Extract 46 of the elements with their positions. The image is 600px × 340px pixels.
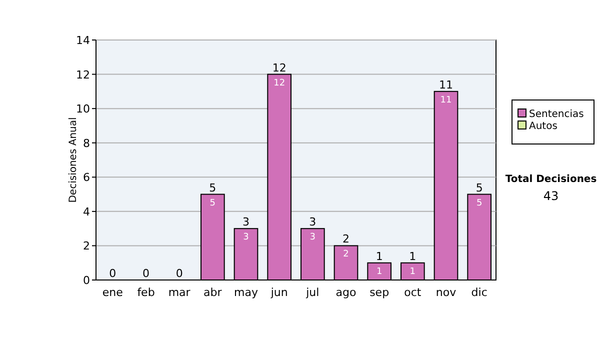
data-label: 5 [476,198,482,208]
y-tick-label: 2 [83,240,90,253]
x-tick-label: dic [471,286,488,299]
y-axis-title: Decisiones Anual [68,117,79,203]
x-tick-label: may [234,286,258,299]
data-label: 1 [376,266,382,277]
data-label: 3 [310,232,316,243]
data-label: 1 [410,266,416,277]
text: Total Decisiones [505,174,597,185]
y-tick-label: 4 [83,205,90,218]
data-label: 11 [440,95,452,106]
y-tick-label: 6 [83,171,90,184]
y-tick-label: 0 [83,274,90,287]
data-label: 5 [210,198,216,208]
total-label: 0 [176,267,183,280]
total-label: 1 [409,250,416,263]
text: 43 [543,189,559,203]
total-label: 0 [109,267,116,280]
y-tick-label: 8 [83,136,90,150]
x-tick-label: oct [404,286,422,299]
x-tick-label: jun [270,286,288,299]
x-tick-label: nov [436,286,457,299]
y-tick-label: 10 [76,102,90,116]
x-tick-label: sep [370,286,390,299]
total-label: 12 [272,61,286,74]
x-tick-label: jul [305,286,320,299]
total-label: 2 [342,232,350,246]
total-label: 3 [309,216,316,229]
data-label: 12 [274,78,286,88]
x-tick-label: feb [137,286,155,299]
total-label: 0 [142,267,150,280]
total-label: 11 [439,78,453,92]
total-label: 3 [242,216,250,229]
legend-label: Autos [529,121,558,132]
x-tick-label: ago [336,286,356,299]
x-tick-label: abr [204,286,222,299]
total-label: 1 [376,250,383,263]
y-tick-label: 14 [76,34,90,47]
legend-label: Sentencias [529,109,584,120]
data-label: 3 [243,232,249,243]
x-tick-label: ene [102,286,124,299]
data-label: 2 [343,250,349,260]
total-label: 5 [209,181,216,194]
y-tick-label: 12 [76,68,90,82]
x-tick-label: mar [168,286,191,299]
total-label: 5 [476,181,483,194]
